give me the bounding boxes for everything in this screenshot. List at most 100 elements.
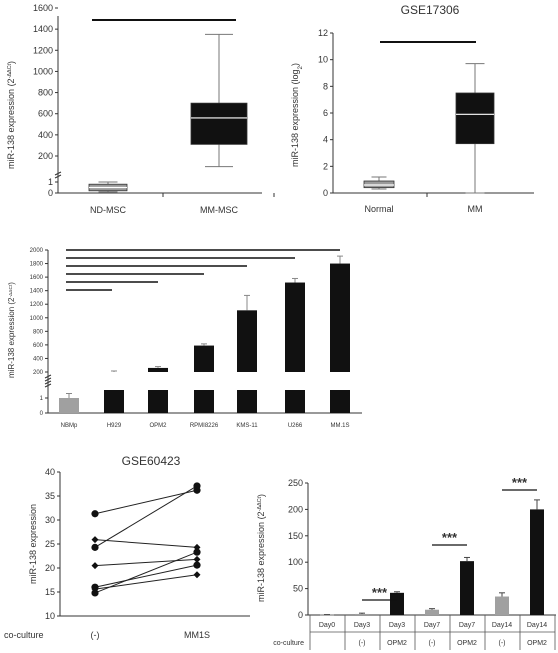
x-condition-label: (-)	[359, 640, 366, 647]
y-tick-label: 10	[318, 55, 328, 65]
y-tick-label: 400	[38, 130, 53, 140]
significance-label: ***	[372, 585, 388, 600]
x-category-label: KMS-11	[236, 423, 258, 429]
series-line-0	[94, 489, 198, 515]
bar-Day14-(-)	[495, 596, 509, 615]
y-tick-label: 1200	[30, 302, 44, 308]
y-tick-label: 0	[48, 188, 53, 198]
y-axis-label: miR-138 expression (log2)	[290, 63, 304, 167]
y-tick-label: 200	[288, 504, 303, 514]
y-tick-label: 0	[40, 411, 44, 417]
bar-upper-RPMI8226	[194, 345, 214, 372]
bar-Day3-(-)	[355, 613, 369, 615]
x-category-label: Day14	[492, 622, 512, 629]
bar-upper-U266	[285, 282, 305, 372]
x-category-label: NBMp	[61, 423, 78, 429]
y-tick-label: 800	[38, 88, 53, 98]
y-tick-label: 4	[323, 135, 328, 145]
x-condition-label: OPM2	[457, 640, 477, 647]
y-tick-label: 600	[33, 343, 44, 349]
y-tick-label: 1400	[30, 289, 44, 295]
bar-lower-MM.1S	[330, 390, 350, 413]
y-tick-label: 1800	[30, 262, 44, 268]
y-tick-label: 1000	[33, 66, 53, 76]
data-point-circle	[91, 510, 99, 518]
data-point-diamond	[91, 536, 99, 544]
y-tick-label: 1400	[33, 24, 53, 34]
bar-chart-cell-lines: miR-138 expression (2-ΔΔCt) 200 400 600 800 1…	[7, 248, 362, 429]
y-tick-label: 400	[33, 356, 44, 362]
box-mm-box	[455, 92, 495, 145]
bar-Day7-(-)	[425, 609, 439, 615]
y-tick-label: 1	[48, 177, 53, 187]
x-category-label: RPMI8226	[190, 423, 219, 429]
data-point-circle	[91, 543, 99, 551]
bar-Day7-OPM2	[460, 561, 474, 615]
box-mm-msc-box	[190, 102, 248, 145]
bar-upper-MM.1S	[330, 263, 350, 372]
y-tick-label: 20	[45, 563, 55, 573]
y-tick-label: 1200	[33, 45, 53, 55]
series-line-1	[94, 485, 198, 548]
y-tick-label: 50	[293, 584, 303, 594]
data-point-diamond	[91, 562, 99, 570]
box-plot-nd-msc-vs-mm-msc: miR-138 expression (2-ΔΔCt) 200 400 600 800 1…	[6, 3, 275, 215]
x-category-label: H929	[107, 423, 122, 429]
axis-break-1	[44, 374, 52, 382]
x-category-label: MM-MSC	[200, 205, 238, 215]
x-category-label: Day3	[354, 622, 370, 629]
x-condition-label: OPM2	[387, 640, 407, 647]
y-axis-label: miR-138 expression (2-ΔΔCt)	[256, 494, 266, 602]
data-point-circle	[193, 561, 201, 569]
y-tick-label: 30	[45, 515, 55, 525]
x-category-label: ND-MSC	[90, 205, 126, 215]
bar-upper-OPM2	[148, 367, 168, 372]
x-category-label: Normal	[364, 204, 393, 214]
paired-line-chart-gse60423: GSE60423 miR-138 expression 10 15 20 25 30 35 40…	[4, 454, 250, 640]
bar-Day14-OPM2	[530, 509, 544, 615]
significance-label: ***	[442, 530, 458, 545]
x-category-label: MM	[468, 204, 483, 214]
x-category-label: Day0	[319, 622, 335, 629]
series-line-5	[94, 558, 198, 567]
x-category-label: Day7	[424, 622, 440, 629]
bar-Day3-OPM2	[390, 592, 404, 615]
y-tick-label: 8	[323, 81, 328, 91]
y-tick-label: 150	[288, 531, 303, 541]
data-point-diamond	[193, 555, 201, 563]
data-point-circle	[193, 548, 201, 556]
y-tick-label: 1600	[33, 3, 53, 13]
chart-title: GSE17306	[401, 3, 460, 17]
bar-lower-U266	[285, 390, 305, 413]
x-category-label: MM1S	[184, 630, 210, 640]
y-tick-label: 200	[33, 370, 44, 376]
bar-upper-KMS-11	[237, 310, 257, 372]
y-tick-label: 100	[288, 557, 303, 567]
x-category-label: U266	[288, 423, 303, 429]
bar-lower-RPMI8226	[194, 390, 214, 413]
y-tick-label: 200	[38, 151, 53, 161]
y-tick-label: 12	[318, 28, 328, 38]
y-tick-label: 2	[323, 161, 328, 171]
x-category-label: OPM2	[149, 423, 167, 429]
x-category-label: Day7	[459, 622, 475, 629]
x-category-label: (-)	[91, 630, 100, 640]
x-condition-label: (-)	[429, 640, 436, 647]
chart-title: GSE60423	[122, 454, 181, 468]
y-tick-label: 2000	[30, 248, 44, 254]
bar-chart-coculture-days: miR-138 expression (2-ΔΔCt) 0 50 100 150 200 2…	[256, 475, 556, 650]
data-point-circle	[193, 482, 201, 490]
x-condition-label: OPM2	[527, 640, 547, 647]
y-tick-label: 0	[298, 610, 303, 620]
y-axis-label: miR-138 expression (2-ΔΔCt)	[7, 282, 16, 378]
x-category-label: Day14	[527, 622, 547, 629]
significance-label: ***	[512, 475, 528, 490]
y-tick-label: 10	[45, 611, 55, 621]
y-tick-label: 35	[45, 491, 55, 501]
data-point-diamond	[193, 571, 201, 579]
y-tick-label: 250	[288, 478, 303, 488]
bar-lower-KMS-11	[237, 390, 257, 413]
y-tick-label: 15	[45, 587, 55, 597]
y-tick-label: 600	[38, 109, 53, 119]
